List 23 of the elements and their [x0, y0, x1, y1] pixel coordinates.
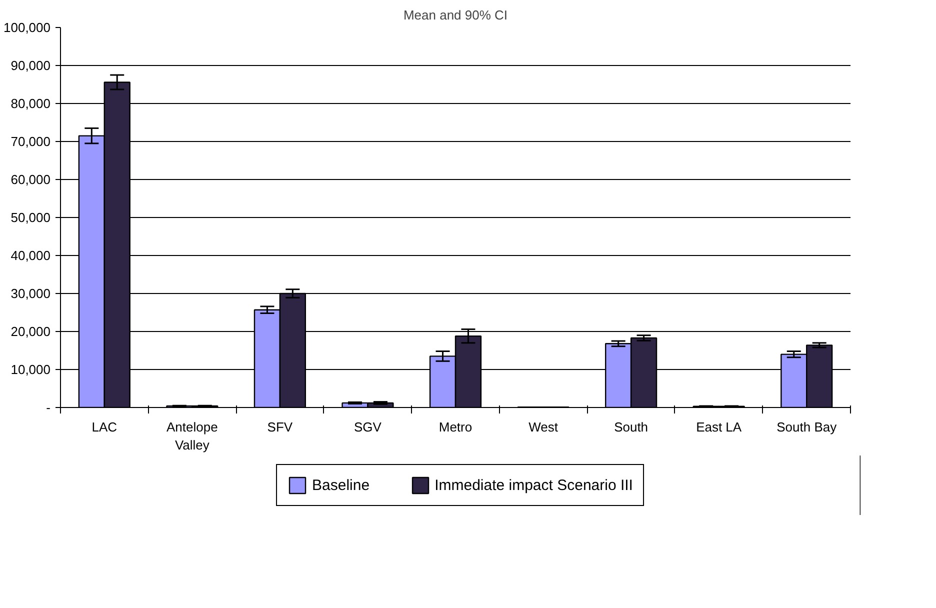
x-tick-label: Antelope Valley	[166, 420, 218, 452]
y-tick-label: 30,000	[10, 286, 51, 301]
y-tick-label: 60,000	[10, 172, 51, 187]
legend-label: Baseline	[312, 476, 370, 494]
legend-label: Immediate impact Scenario III	[434, 476, 633, 494]
y-tick-label: 20,000	[10, 324, 51, 339]
y-tick-label: 90,000	[10, 58, 51, 73]
x-tick-label: SFV	[267, 420, 293, 434]
x-tick-label: West	[528, 420, 558, 434]
y-tick-label: 100,000	[4, 20, 51, 35]
y-tick-label: 50,000	[10, 210, 51, 225]
y-tick-label: 10,000	[10, 362, 51, 377]
x-tick-label: East LA	[696, 420, 742, 434]
x-tick-label: Metro	[438, 420, 472, 434]
x-tick-label: South	[614, 420, 648, 434]
y-tick-label: 40,000	[10, 248, 51, 263]
y-tick-label: -	[46, 400, 51, 415]
x-tick-label: SGV	[354, 420, 382, 434]
x-tick-label: LAC	[92, 420, 118, 434]
y-tick-label: 70,000	[10, 134, 51, 149]
x-tick-label: South Bay	[776, 420, 838, 434]
y-tick-label: 80,000	[10, 96, 51, 111]
chart-title: Mean and 90% CI	[403, 8, 508, 22]
